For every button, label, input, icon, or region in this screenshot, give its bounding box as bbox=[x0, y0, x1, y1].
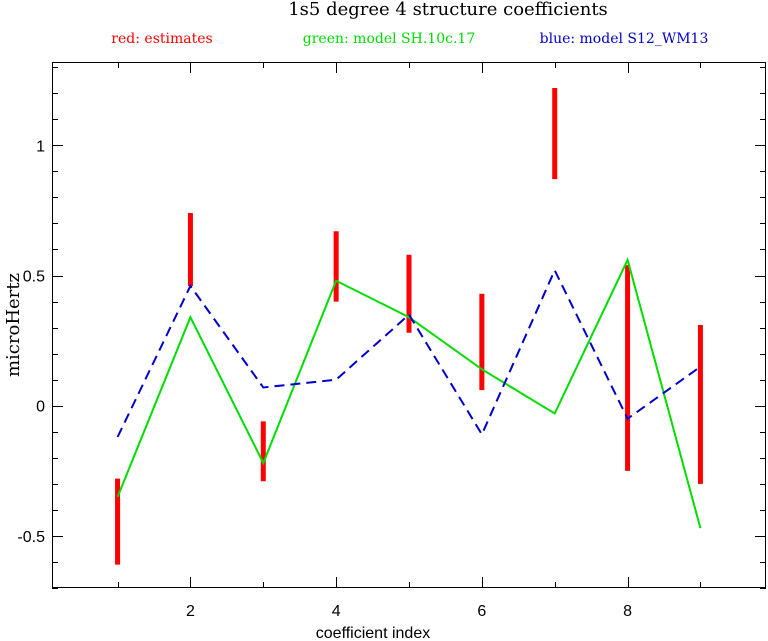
y-axis-label: microHertz bbox=[3, 273, 24, 377]
x-tick-label: 8 bbox=[623, 603, 632, 620]
y-tick-label: 1 bbox=[36, 138, 45, 155]
legend-green-model: green: model SH.10c.17 bbox=[303, 31, 475, 47]
x-tick-label: 6 bbox=[477, 603, 486, 620]
blue-model-line bbox=[116, 267, 701, 438]
series-lines bbox=[116, 257, 702, 529]
chart-title: 1s5 degree 4 structure coefficients bbox=[288, 0, 608, 20]
x-axis-label: coefficient index bbox=[316, 625, 430, 641]
y-tick-label: -0.5 bbox=[17, 529, 45, 546]
y-tick-label: 0 bbox=[36, 399, 45, 416]
error-bars bbox=[115, 88, 703, 565]
green-model-line bbox=[116, 257, 702, 529]
legend-blue-model: blue: model S12_WM13 bbox=[540, 31, 709, 47]
y-tick-label: 0.5 bbox=[23, 269, 45, 286]
legend-estimates: red: estimates bbox=[111, 31, 212, 47]
axis-ticks bbox=[52, 62, 766, 589]
x-tick-label: 4 bbox=[332, 603, 341, 620]
axis-tick-labels: 2 4 6 8 -0.5 0 0.5 1 bbox=[17, 138, 632, 620]
x-tick-label: 2 bbox=[186, 603, 195, 620]
